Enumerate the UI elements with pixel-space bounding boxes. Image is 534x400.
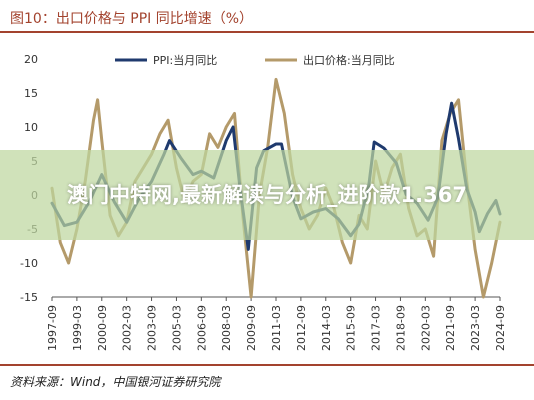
y-tick-label: 15	[24, 87, 38, 100]
watermark-text: 澳门中特网,最新解读与分析_进阶款1.367	[67, 183, 467, 207]
x-tick-label: 2021-09	[444, 305, 457, 351]
legend-export-price-label: 出口价格:当月同比	[303, 53, 395, 67]
x-tick-label: 2009-09	[245, 305, 258, 351]
x-tick-label: 2002-03	[121, 305, 134, 351]
x-tick-label: 1999-03	[71, 305, 84, 351]
x-tick-label: 2018-09	[394, 305, 407, 351]
x-tick-label: 2006-09	[195, 305, 208, 351]
y-tick-label: 10	[24, 121, 38, 134]
x-tick-label: 2003-09	[146, 305, 159, 351]
y-tick-label: 20	[24, 53, 38, 66]
footer-divider	[0, 364, 534, 366]
x-tick-label: 2011-03	[270, 305, 283, 351]
x-tick-label: 2008-03	[220, 305, 233, 351]
x-tick-label: 2023-03	[469, 305, 482, 351]
x-tick-label: 2014-03	[320, 305, 333, 351]
x-tick-label: 2012-09	[295, 305, 308, 351]
source-note: 资料来源：Wind，中国银河证券研究院	[10, 375, 221, 389]
watermark-banner: 澳门中特网,最新解读与分析_进阶款1.367	[0, 150, 534, 240]
x-tick-label: 2015-09	[345, 305, 358, 351]
x-tick-label: 2024-09	[494, 305, 507, 351]
legend: PPI:当月同比 出口价格:当月同比	[115, 53, 395, 67]
title-divider	[0, 31, 534, 33]
x-tick-label: 2020-03	[419, 305, 432, 351]
y-tick-label: -15	[20, 291, 38, 304]
y-tick-label: -10	[20, 257, 38, 270]
x-tick-label: 2017-03	[370, 305, 383, 351]
legend-ppi-label: PPI:当月同比	[153, 53, 217, 67]
x-tick-label: 1997-09	[46, 305, 59, 351]
chart-title: 图10：出口价格与 PPI 同比增速（%）	[10, 11, 254, 27]
x-tick-label: 2000-09	[96, 305, 109, 351]
x-tick-label: 2005-03	[170, 305, 183, 351]
